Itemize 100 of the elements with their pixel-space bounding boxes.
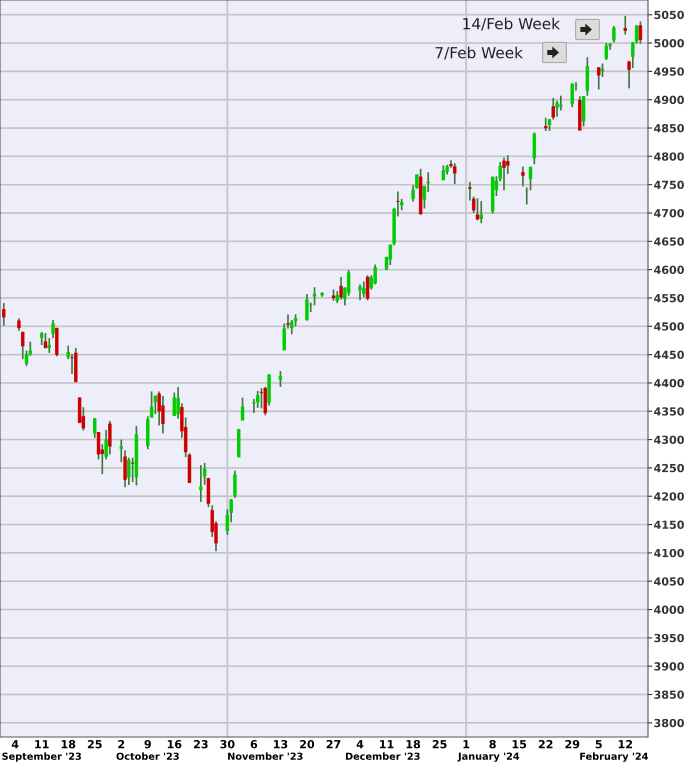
candlestick [476, 197, 480, 222]
y-tick-label: 4900 [654, 96, 684, 104]
x-tick-label: 18 [406, 740, 420, 748]
x2-tick-label: September '23 [2, 752, 81, 762]
y-tick-label: 3950 [654, 634, 684, 642]
candlestick [396, 190, 400, 218]
y-tick-label: 3900 [654, 662, 684, 671]
x-tick-label: 2 [118, 740, 124, 748]
y-tick-label: 4600 [654, 266, 684, 274]
y-tick-label: 4500 [654, 322, 684, 331]
y-tick-label: 4300 [654, 436, 684, 444]
x-tick-label: 5 [596, 740, 602, 748]
candlestick [199, 464, 203, 503]
candlestick [44, 332, 48, 350]
candlestick [154, 394, 158, 415]
candlestick [51, 319, 55, 340]
candlestick [17, 318, 21, 332]
y-tick-label: 4150 [654, 520, 684, 529]
y-tick-label: 4350 [654, 407, 684, 416]
candlestick [48, 337, 51, 354]
candlestick [506, 154, 510, 175]
x-tick-label: 11 [35, 740, 49, 748]
y-tick-label: 5050 [654, 10, 684, 20]
candlestick [480, 200, 483, 224]
candlestick [108, 420, 112, 456]
candlestick [604, 42, 608, 61]
candlestick [21, 331, 24, 360]
x-tick-label: 25 [88, 740, 102, 748]
x-tick-label: 22 [538, 740, 552, 748]
candlestick [305, 293, 309, 322]
candlestick [597, 66, 600, 90]
candlestick [373, 264, 377, 286]
candlestick [256, 390, 260, 409]
candlestick [40, 331, 44, 346]
candlestick [600, 62, 604, 78]
x-tick-label: 4 [12, 740, 19, 748]
x-tick-label: 8 [489, 740, 496, 748]
y-tick-label: 4100 [654, 548, 684, 558]
y-tick-label: 4050 [654, 577, 684, 586]
x-tick-label: 25 [432, 740, 447, 748]
candlestick [612, 25, 616, 44]
y-tick-label: 3850 [654, 690, 684, 699]
x-tick-label: 15 [512, 740, 526, 748]
candlestick [358, 284, 362, 302]
candlestick [627, 60, 631, 90]
candlestick [312, 286, 316, 306]
candlestick [528, 166, 532, 192]
candlestick [366, 274, 370, 302]
y-tick-label: 4700 [654, 208, 684, 218]
x-tick-label: 13 [274, 740, 288, 748]
y-tick-label: 4000 [654, 606, 684, 614]
candlestick [624, 15, 627, 36]
y-tick-label: 4850 [654, 124, 684, 132]
y-tick-label: 4950 [654, 67, 684, 76]
x-tick-label: 11 [380, 740, 394, 748]
candlestick [286, 314, 290, 330]
x-tick-label: 6 [250, 740, 258, 748]
x-tick-label: 20 [300, 740, 314, 748]
x2-tick-label: December '23 [346, 752, 420, 760]
y-tick-label: 4200 [654, 492, 684, 501]
x-tick-label: 18 [62, 740, 76, 748]
candlestick [502, 156, 506, 192]
x2-tick-label: February '24 [580, 752, 648, 762]
candlestick [2, 302, 6, 327]
y-tick-label: 4250 [654, 464, 684, 472]
candlestick [638, 20, 642, 44]
y-tick-label: 4650 [654, 237, 684, 246]
candlestick [278, 370, 282, 388]
x2-tick-label: October '23 [116, 752, 179, 760]
candlestick [93, 417, 96, 439]
x-tick-label: 16 [168, 740, 182, 748]
x-tick-label: 27 [326, 740, 340, 748]
candlestick [120, 438, 123, 464]
candlestick [260, 387, 264, 410]
x-tick-label: 1 [463, 740, 470, 748]
y-tick-label: 4800 [654, 152, 684, 161]
x-tick-label: 12 [618, 740, 632, 748]
candlestick [453, 162, 456, 185]
candlestick [332, 288, 336, 302]
candlestick [233, 470, 237, 499]
y-tick-label: 4550 [654, 294, 684, 302]
candlestick [559, 94, 563, 112]
x-tick-label: 9 [144, 740, 151, 748]
annotation: 7/Feb Week [436, 46, 523, 60]
candlestick [161, 395, 165, 434]
candlestick [442, 164, 446, 181]
y-tick-label: 4400 [654, 378, 684, 388]
candlestick [521, 166, 525, 188]
annotation: 14/Feb Week [463, 18, 560, 31]
y-tick-label: 4450 [654, 350, 684, 359]
x-tick-label: 23 [194, 740, 208, 748]
candlestick [130, 456, 134, 483]
candlestick [552, 97, 555, 120]
x-tick-label: 30 [220, 740, 235, 748]
x2-tick-label: November '23 [228, 752, 303, 760]
y-tick-label: 4750 [654, 180, 684, 190]
y-tick-label: 5000 [654, 39, 684, 48]
candlestick [362, 280, 366, 298]
y-tick-label: 3800 [654, 718, 684, 728]
candlestick [570, 82, 574, 108]
